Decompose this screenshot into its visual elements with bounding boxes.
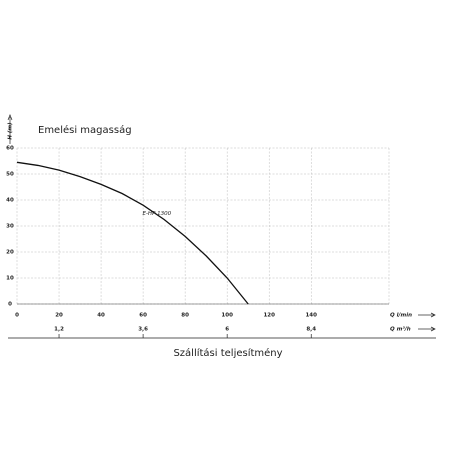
x-tick-label: 60 (139, 313, 147, 319)
x-tick-label: 40 (97, 313, 105, 319)
x-tick-label: 0 (15, 313, 19, 319)
y-tick-label: 30 (6, 224, 14, 230)
x-axis-title: Szállítási teljesítmény (173, 347, 282, 359)
x-tick-label: 100 (221, 313, 233, 319)
y-tick-label: 0 (8, 302, 12, 308)
x-tick-label: 140 (305, 313, 317, 319)
x-tick-label: 20 (55, 313, 63, 319)
x-tick-label: 80 (181, 313, 189, 319)
x-axis-label: Q l/min (390, 313, 412, 319)
y-tick-label: 20 (6, 250, 14, 256)
x2-tick-label: 6 (225, 327, 229, 333)
x2-tick-label: 3,6 (138, 327, 148, 333)
arrows (7, 114, 436, 339)
y-tick-label: 40 (6, 198, 14, 204)
y-tick-label: 60 (6, 146, 14, 152)
x2-tick-label: 1,2 (54, 327, 64, 333)
series-label: E-HP 1300 (142, 211, 171, 217)
chart-title: Emelési magasság (38, 124, 132, 136)
x2-tick-label: 8,4 (306, 327, 316, 333)
x-tick-label: 120 (263, 313, 275, 319)
x2-axis-label: Q m³/h (390, 326, 411, 333)
y-axis-label: H (m) (8, 122, 14, 139)
curve (16, 161, 249, 305)
y-tick-label: 50 (6, 172, 14, 178)
y-tick-label: 10 (6, 276, 14, 282)
